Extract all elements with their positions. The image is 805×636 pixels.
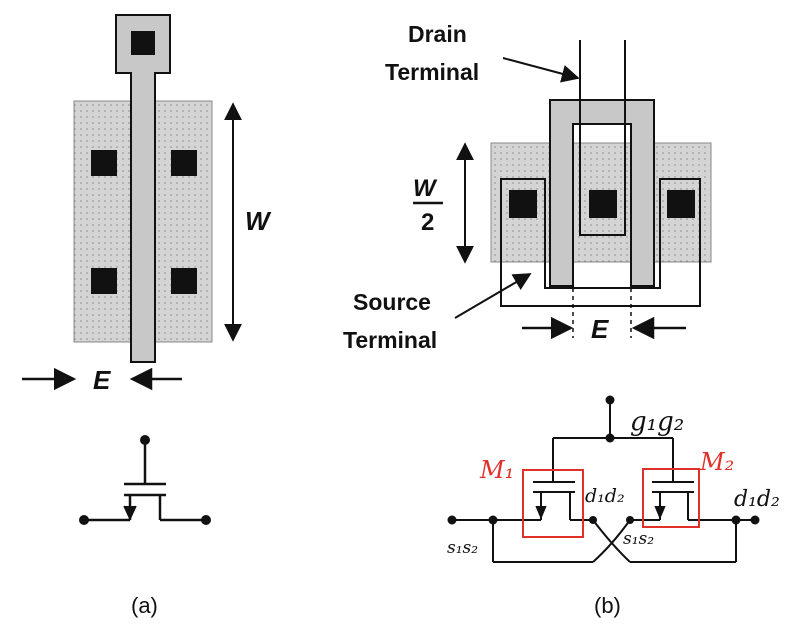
caption-b: (b): [594, 593, 621, 618]
source-terminal-label-1: Source: [353, 289, 431, 315]
contact-b-center: [589, 190, 617, 218]
panel-b-layout: W 2 Drain Terminal Source Terminal E: [343, 21, 712, 353]
source-terminal-label-2: Terminal: [343, 327, 437, 353]
source-metal: [500, 178, 701, 307]
contact-a-tr: [171, 150, 197, 176]
drain-node-inner-label: d₁d₂: [585, 485, 625, 507]
contact-a-tl: [91, 150, 117, 176]
gate-poly-folded: [549, 99, 655, 287]
m1-label: M₁: [479, 456, 514, 484]
m2-highlight-box: [642, 468, 700, 528]
drain-terminal-label-2: Terminal: [385, 59, 479, 85]
length-label-a: E: [93, 365, 111, 395]
source-pointer-arrow: [454, 273, 532, 319]
contact-b-left: [509, 190, 537, 218]
circuit-b: [447, 395, 760, 563]
gate-node-label: g₁g₂: [630, 407, 684, 437]
source-node-right-label: s₁s₂: [623, 529, 654, 549]
m1-highlight-box: [522, 469, 584, 538]
width-label-b-numerator: W: [413, 175, 438, 202]
contact-b-right: [667, 190, 695, 218]
gate-pad-contact: [131, 31, 155, 55]
drain-metal: [579, 40, 626, 236]
mosfet-symbol-a: [79, 435, 211, 525]
contact-a-br: [171, 268, 197, 294]
drain-pointer-arrow: [502, 57, 580, 83]
source-node-left-label: s₁s₂: [447, 538, 478, 558]
gate-stripe: [130, 73, 156, 363]
drain-terminal-label-1: Drain: [408, 21, 467, 47]
width-label-b-denominator: 2: [421, 209, 434, 236]
panel-a-layout: W E: [22, 14, 272, 395]
width-label-a: W: [245, 206, 272, 236]
m2-label: M₂: [699, 448, 734, 476]
length-label-b: E: [591, 314, 609, 344]
caption-a: (a): [131, 593, 158, 618]
contact-a-bl: [91, 268, 117, 294]
drain-node-outer-label: d₁d₂: [734, 487, 780, 512]
